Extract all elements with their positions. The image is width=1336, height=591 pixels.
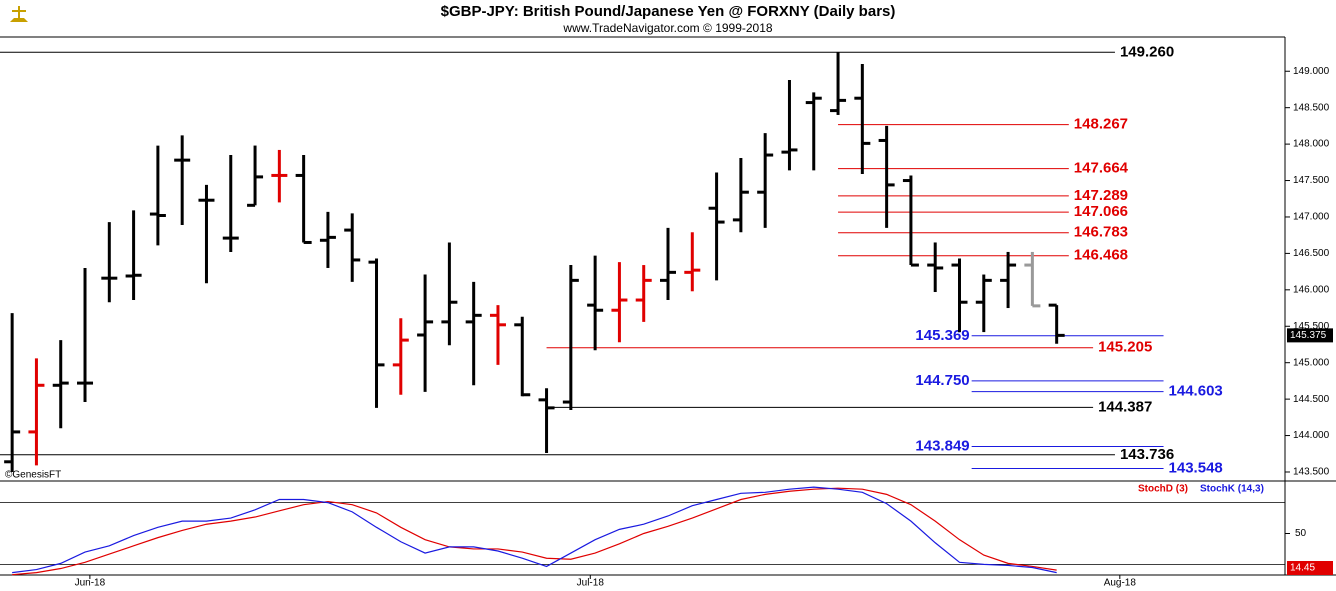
legend-entry: StochD (3) bbox=[1138, 484, 1188, 495]
level-label: 146.468 bbox=[1074, 247, 1128, 264]
stoch-line bbox=[12, 487, 1057, 576]
y-tick-label: 147.500 bbox=[1293, 175, 1330, 186]
y-tick-label: 143.500 bbox=[1293, 467, 1330, 478]
level-label: 144.750 bbox=[915, 372, 969, 389]
level-label: 149.260 bbox=[1120, 43, 1174, 60]
legend-entry: StochK (14,3) bbox=[1200, 484, 1264, 495]
stoch-line bbox=[12, 486, 1057, 574]
stoch-tick-label: 50 bbox=[1295, 528, 1307, 539]
y-tick-label: 146.500 bbox=[1293, 248, 1330, 259]
level-label: 145.205 bbox=[1098, 339, 1152, 356]
level-label: 143.849 bbox=[915, 438, 969, 455]
x-tick-label: Aug-18 bbox=[1104, 578, 1137, 589]
y-tick-label: 148.500 bbox=[1293, 102, 1330, 113]
y-tick-label: 144.500 bbox=[1293, 394, 1330, 405]
x-tick-label: Jun-18 bbox=[75, 578, 106, 589]
y-tick-label: 148.000 bbox=[1293, 139, 1330, 150]
y-tick-label: 146.000 bbox=[1293, 284, 1330, 295]
stoch-last-label: 14.45 bbox=[1290, 563, 1315, 574]
level-label: 147.066 bbox=[1074, 203, 1128, 220]
y-tick-label: 145.500 bbox=[1293, 321, 1330, 332]
y-tick-label: 145.000 bbox=[1293, 357, 1330, 368]
logo bbox=[10, 6, 28, 22]
stoch-last-box bbox=[1287, 561, 1333, 575]
level-label: 143.736 bbox=[1120, 446, 1174, 463]
last-price-box bbox=[1287, 328, 1333, 343]
y-tick-label: 147.000 bbox=[1293, 212, 1330, 223]
x-tick-label: Jul-18 bbox=[577, 578, 605, 589]
level-label: 147.289 bbox=[1074, 187, 1128, 204]
last-price-label: 145.375 bbox=[1290, 330, 1327, 341]
level-label: 147.664 bbox=[1074, 160, 1129, 177]
chart-title: $GBP-JPY: British Pound/Japanese Yen @ F… bbox=[441, 3, 896, 20]
level-label: 143.548 bbox=[1169, 459, 1223, 476]
level-label: 144.603 bbox=[1169, 383, 1223, 400]
level-label: 148.267 bbox=[1074, 116, 1128, 133]
level-label: 146.783 bbox=[1074, 224, 1128, 241]
y-tick-label: 149.000 bbox=[1293, 66, 1330, 77]
y-tick-label: 144.000 bbox=[1293, 430, 1330, 441]
watermark: ©GenesisFT bbox=[5, 470, 61, 481]
chart-subtitle: www.TradeNavigator.com © 1999-2018 bbox=[562, 21, 772, 35]
level-label: 145.369 bbox=[915, 327, 969, 344]
level-label: 144.387 bbox=[1098, 398, 1152, 415]
